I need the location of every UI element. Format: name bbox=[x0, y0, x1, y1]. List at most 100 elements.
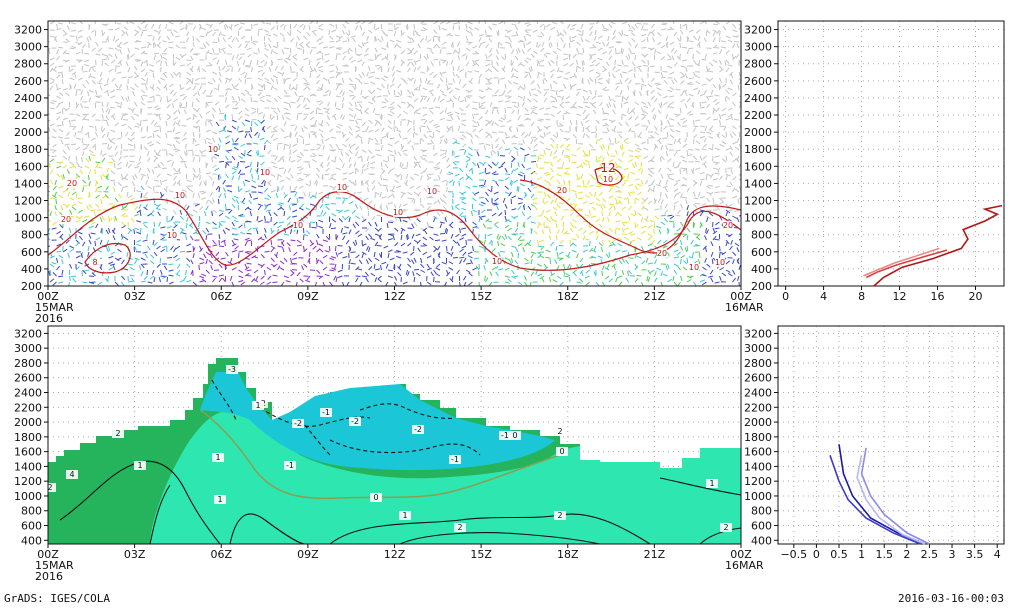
wind-barb bbox=[381, 83, 385, 89]
wind-barb bbox=[264, 77, 270, 82]
wind-barb bbox=[410, 61, 415, 67]
wind-barb bbox=[571, 161, 577, 164]
wind-barb bbox=[631, 61, 636, 67]
wind-barb bbox=[162, 167, 168, 170]
wind-barb bbox=[708, 70, 714, 73]
wind-barb bbox=[721, 158, 727, 163]
wind-barb bbox=[595, 125, 597, 132]
wind-barb bbox=[693, 222, 696, 229]
wind-barb bbox=[212, 164, 217, 169]
wind-barb bbox=[630, 239, 636, 243]
wind-barb bbox=[727, 39, 733, 43]
wind-barb bbox=[173, 167, 178, 173]
wind-barb bbox=[719, 267, 725, 271]
wind-barb bbox=[407, 271, 410, 277]
wind-barb bbox=[209, 175, 213, 181]
wind-barb bbox=[218, 31, 222, 37]
wind-barb bbox=[163, 187, 168, 193]
wind-barb bbox=[264, 205, 268, 211]
wind-barb bbox=[391, 185, 395, 191]
profile-line bbox=[873, 204, 1003, 287]
contour-label-bg bbox=[603, 165, 613, 174]
wind-barb bbox=[212, 56, 218, 61]
wind-barb bbox=[623, 167, 629, 171]
wind-barb bbox=[318, 112, 324, 115]
y-tick-label: 1400 bbox=[14, 460, 42, 473]
wind-barb bbox=[342, 23, 346, 29]
wind-barb bbox=[136, 220, 142, 223]
wind-barb bbox=[288, 205, 291, 211]
wind-barb bbox=[471, 168, 473, 175]
wind-barb bbox=[608, 23, 613, 29]
y-tick-label: 1200 bbox=[14, 195, 42, 208]
wind-barb bbox=[423, 187, 428, 193]
wind-barb bbox=[49, 179, 54, 185]
wind-barb bbox=[433, 21, 439, 25]
wind-barb bbox=[495, 61, 499, 67]
wind-barb bbox=[69, 125, 75, 128]
wind-barb bbox=[667, 28, 673, 31]
wind-barb bbox=[400, 242, 406, 247]
wind-barb bbox=[524, 153, 530, 157]
wind-barb bbox=[400, 29, 403, 36]
wind-barb bbox=[725, 117, 731, 121]
wind-barb bbox=[532, 201, 538, 205]
wind-barb bbox=[407, 197, 413, 200]
wind-barb bbox=[650, 188, 655, 193]
wind-barb bbox=[75, 239, 80, 244]
wind-barb bbox=[110, 59, 116, 64]
wind-barb bbox=[192, 41, 195, 48]
wind-barb bbox=[552, 134, 558, 139]
wind-barb bbox=[121, 95, 125, 101]
wind-barb bbox=[595, 155, 598, 161]
wind-barb bbox=[459, 176, 464, 181]
wind-barb bbox=[464, 96, 467, 103]
wind-barb bbox=[101, 101, 104, 107]
wind-barb bbox=[643, 155, 649, 160]
wind-barb bbox=[228, 77, 233, 83]
wind-barb bbox=[156, 173, 161, 178]
wind-barb bbox=[255, 275, 259, 281]
wind-barb bbox=[108, 109, 111, 115]
wind-barb bbox=[350, 143, 356, 147]
wind-barb bbox=[607, 217, 610, 223]
wind-barb bbox=[62, 248, 68, 253]
wind-barb bbox=[685, 168, 688, 175]
wind-barb bbox=[283, 144, 286, 151]
wind-barb bbox=[238, 252, 240, 259]
wind-barb bbox=[446, 187, 448, 193]
wind-barb bbox=[478, 104, 484, 109]
wind-barb bbox=[283, 89, 288, 95]
wind-barb bbox=[189, 67, 194, 73]
wind-barb bbox=[248, 133, 252, 139]
wind-barb bbox=[355, 107, 360, 112]
wind-barb bbox=[88, 89, 94, 93]
wind-barb bbox=[669, 220, 675, 223]
wind-barb bbox=[260, 119, 265, 124]
wind-barb bbox=[48, 232, 51, 235]
wind-barb bbox=[381, 135, 387, 139]
wind-barb bbox=[595, 159, 601, 163]
wind-barb bbox=[558, 244, 564, 247]
wind-barb bbox=[173, 98, 178, 103]
wind-barb bbox=[589, 64, 595, 67]
wind-barb bbox=[62, 165, 68, 169]
wind-barb bbox=[527, 205, 532, 211]
wind-barb bbox=[465, 35, 469, 41]
wind-barb bbox=[474, 134, 480, 139]
wind-barb bbox=[48, 209, 51, 212]
wind-barb bbox=[576, 113, 582, 117]
wind-barb bbox=[478, 217, 481, 223]
wind-barb bbox=[439, 21, 445, 25]
wind-barb bbox=[205, 172, 211, 175]
wind-barb bbox=[649, 65, 655, 68]
x-tick-label: 09Z bbox=[297, 290, 319, 303]
wind-barb bbox=[54, 211, 57, 217]
wind-barb bbox=[623, 221, 629, 223]
wind-barb bbox=[95, 41, 99, 47]
wind-barb bbox=[426, 67, 429, 73]
contour-label: 1 bbox=[402, 511, 407, 520]
wind-barb bbox=[52, 185, 57, 191]
wind-barb bbox=[72, 163, 77, 169]
wind-barb bbox=[342, 64, 348, 67]
